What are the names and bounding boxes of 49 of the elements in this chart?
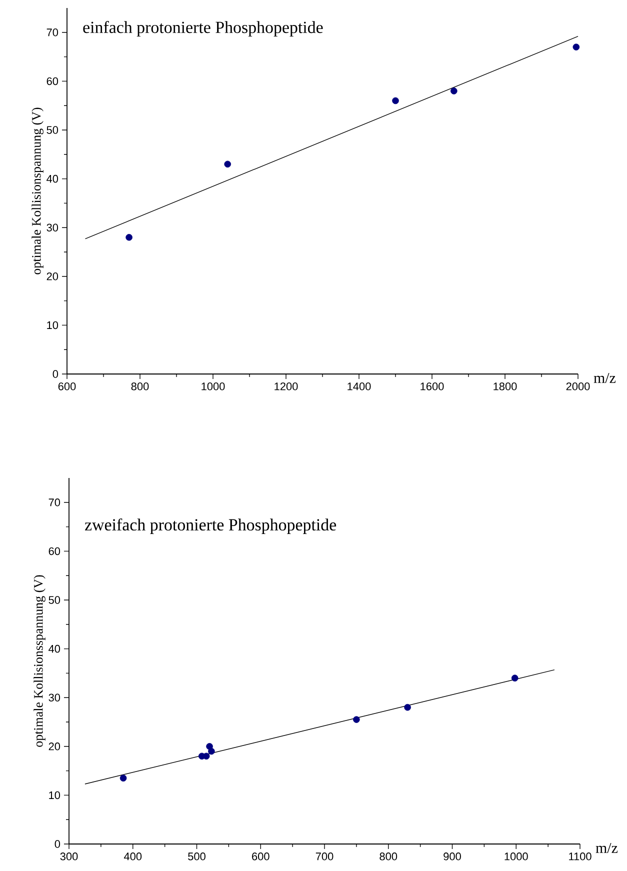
x-axis-title: m/z [594, 373, 616, 383]
point [353, 716, 360, 723]
x-tick-label: 400 [124, 852, 142, 860]
y-tick-label: 40 [48, 644, 60, 653]
x-tick-label: 700 [316, 852, 334, 860]
text: einfach protonierte Phosphopeptide [83, 21, 323, 37]
point [120, 774, 127, 782]
point [511, 674, 518, 682]
y-tick-label: 60 [48, 547, 60, 556]
y-tick-label: 40 [46, 174, 58, 183]
y-tick-label: 0 [54, 840, 60, 848]
y-axis-title: optimale Kollisionspannung (V) [32, 108, 44, 274]
y-tick-label: 10 [47, 321, 58, 330]
x-tick-label: 1000 [202, 382, 225, 390]
x-tick-label: 900 [444, 852, 461, 860]
x-tick-label: 600 [252, 852, 270, 860]
x-tick-label: 1600 [420, 382, 444, 390]
x-tick-label: 1100 [569, 852, 592, 860]
x-tick-label: 2000 [566, 382, 590, 390]
y-tick-label: 50 [48, 596, 60, 604]
y-tick-label: 30 [46, 224, 58, 232]
x-axis-title: m/z [596, 843, 618, 853]
y-tick-label: 60 [46, 77, 58, 86]
point [572, 44, 580, 50]
x-tick-label: 800 [131, 382, 149, 390]
y-tick-label: 20 [46, 272, 58, 280]
x-tick-label: 1200 [274, 382, 298, 390]
x-tick-label: 1000 [504, 852, 528, 860]
x-tick-label: 1800 [494, 382, 517, 390]
point [126, 234, 132, 241]
x-tick-label: 500 [188, 852, 206, 860]
x-tick-label: 1400 [348, 382, 371, 390]
y-tick-label: 70 [46, 28, 58, 36]
y-tick-label: 50 [46, 126, 58, 134]
text: zweifach protonierte Phosphopeptide [84, 518, 336, 534]
x-tick-label: 300 [60, 852, 78, 860]
point [450, 88, 458, 94]
point [404, 704, 411, 711]
y-tick-label: 30 [48, 694, 60, 702]
x-tick-label: 600 [58, 382, 76, 390]
y-axis-title: optimale Kollisionsspannung (V) [34, 575, 46, 747]
point [224, 160, 232, 168]
y-tick-label: 10 [49, 791, 60, 800]
x-tick-label: 800 [380, 852, 398, 860]
y-tick-label: 20 [48, 742, 60, 750]
y-tick-label: 70 [48, 498, 60, 506]
point [392, 97, 399, 104]
y-tick-label: 0 [52, 370, 58, 378]
point [208, 748, 215, 755]
